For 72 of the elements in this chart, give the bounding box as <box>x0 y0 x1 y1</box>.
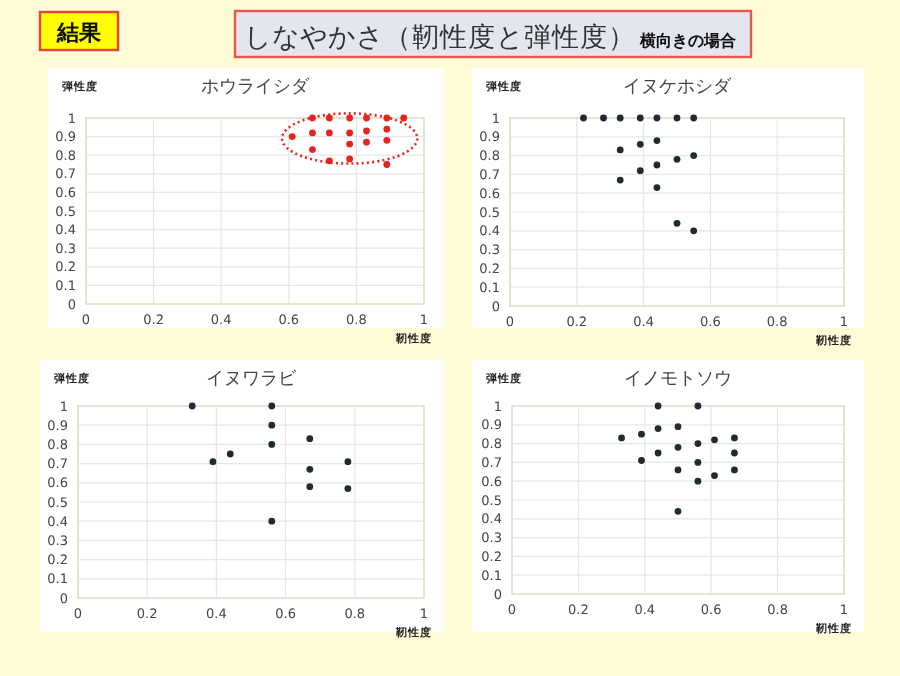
point <box>268 421 276 429</box>
chart-title: イヌワラビ <box>206 368 298 390</box>
point <box>694 459 702 466</box>
point <box>383 125 391 133</box>
point <box>690 152 698 159</box>
point <box>636 140 644 148</box>
point <box>268 517 276 525</box>
point <box>325 129 333 137</box>
text: しなやかさ（靭性度と弾性度） <box>244 22 636 54</box>
point <box>268 441 276 448</box>
point <box>363 127 370 135</box>
point <box>636 167 644 175</box>
point <box>344 458 352 466</box>
point <box>309 146 316 154</box>
point <box>600 114 607 122</box>
point <box>209 458 217 466</box>
point <box>653 137 661 144</box>
text: 結果 <box>55 20 103 46</box>
point <box>654 402 662 410</box>
point <box>674 443 682 451</box>
point <box>346 155 354 163</box>
point <box>616 146 624 154</box>
point <box>363 138 370 146</box>
point <box>653 184 661 191</box>
point <box>383 161 391 168</box>
point <box>711 472 718 479</box>
point <box>731 434 738 442</box>
point <box>638 457 645 464</box>
point <box>636 114 644 122</box>
point <box>673 114 681 122</box>
point <box>694 477 702 485</box>
point <box>690 114 698 122</box>
point <box>694 402 702 410</box>
chart-title: イヌケホシダ <box>623 76 733 98</box>
point <box>638 430 645 438</box>
point <box>674 466 682 474</box>
point <box>268 402 276 410</box>
chart-title: ホウライシダ <box>201 76 311 98</box>
point <box>306 483 314 491</box>
point <box>346 140 354 148</box>
point <box>654 425 662 432</box>
point <box>306 435 314 443</box>
point <box>383 136 391 144</box>
point <box>673 219 681 227</box>
point <box>674 423 682 431</box>
point <box>325 114 333 122</box>
point <box>346 114 354 122</box>
point <box>653 114 661 122</box>
point <box>673 155 681 163</box>
point <box>188 402 196 410</box>
point <box>400 114 408 122</box>
point <box>616 176 624 184</box>
point <box>580 114 587 122</box>
point <box>674 507 682 515</box>
point <box>226 450 234 458</box>
point <box>731 466 738 474</box>
point <box>694 440 702 447</box>
text: 横向きの場合 <box>638 32 738 50</box>
point <box>346 129 354 137</box>
point <box>711 436 718 444</box>
chart-title: イノモトソウ <box>624 370 732 390</box>
point <box>309 129 316 137</box>
point <box>654 449 662 457</box>
point <box>690 227 698 235</box>
point <box>653 161 661 169</box>
point <box>731 449 738 457</box>
point <box>288 133 296 140</box>
point <box>344 485 352 492</box>
point <box>618 434 625 442</box>
point <box>363 114 370 122</box>
point <box>306 465 314 473</box>
point <box>616 114 624 122</box>
